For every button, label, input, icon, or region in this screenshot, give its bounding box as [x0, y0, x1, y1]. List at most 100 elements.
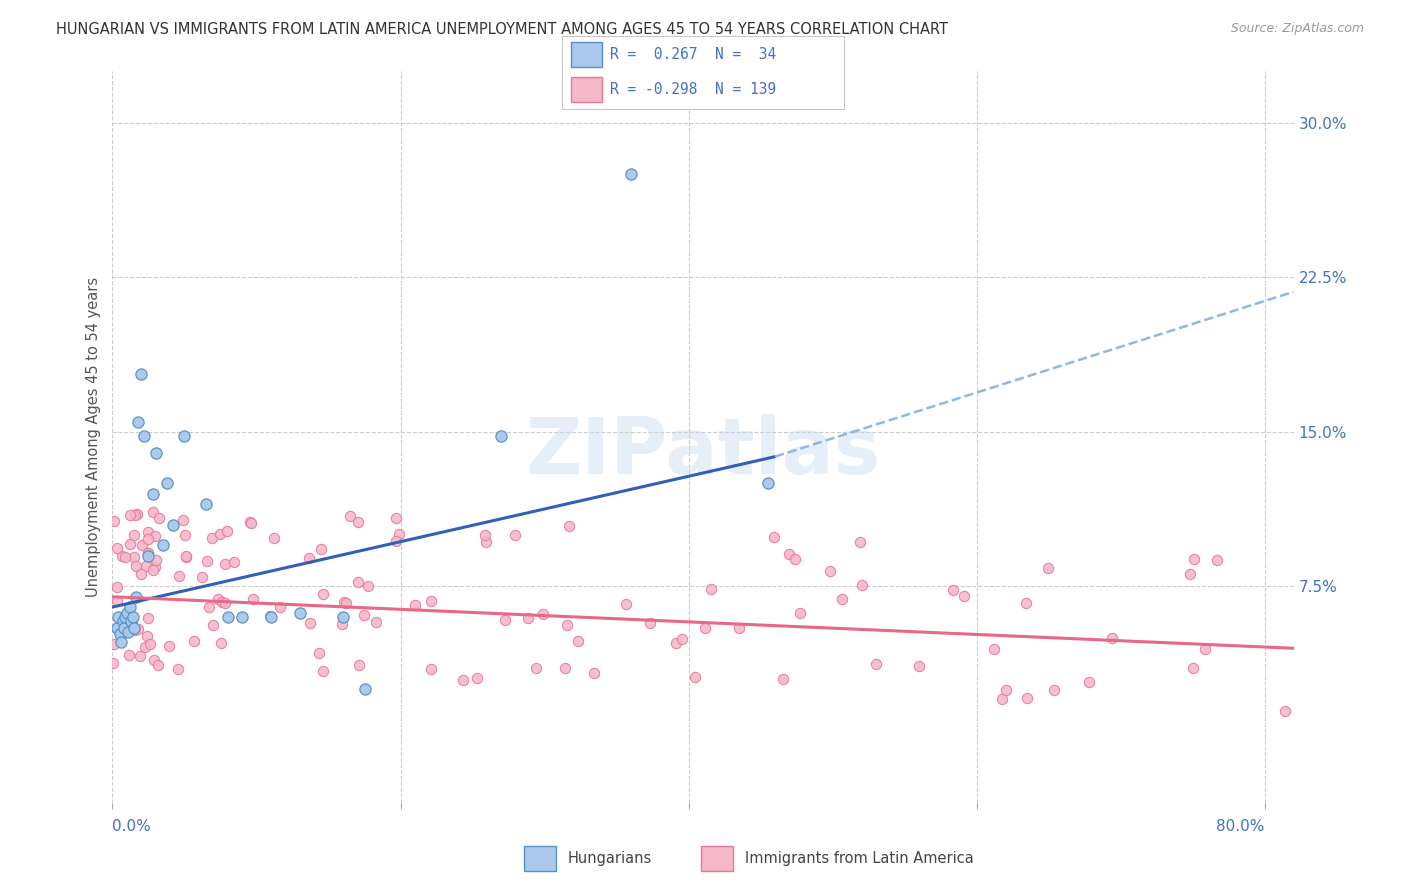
Point: [820, 564, 842, 578]
Point: [167, 568, 190, 582]
Point: [558, 518, 581, 533]
Point: [208, 527, 231, 541]
Point: [146, 657, 169, 672]
Point: [242, 591, 264, 606]
Point: [157, 640, 180, 654]
Point: [152, 538, 174, 552]
Point: [952, 590, 974, 604]
Point: [451, 673, 474, 688]
Point: [142, 487, 165, 501]
Point: [190, 569, 212, 583]
Point: [145, 552, 167, 566]
Point: [136, 611, 159, 625]
Point: [638, 615, 661, 630]
Point: [983, 641, 1005, 656]
Point: [136, 629, 159, 643]
Point: [555, 618, 578, 632]
Point: [201, 617, 224, 632]
Point: [404, 598, 426, 612]
Point: [111, 615, 134, 629]
Point: [107, 610, 129, 624]
Point: [214, 597, 236, 611]
Bar: [571, 78, 602, 103]
Point: [224, 555, 246, 569]
Y-axis label: Unemployment Among Ages 45 to 54 years: Unemployment Among Ages 45 to 54 years: [86, 277, 101, 597]
Point: [991, 692, 1014, 706]
Point: [582, 666, 605, 681]
Point: [778, 547, 800, 561]
Text: Source: ZipAtlas.com: Source: ZipAtlas.com: [1230, 22, 1364, 36]
Point: [173, 429, 195, 443]
Point: [494, 613, 516, 627]
Point: [174, 549, 197, 564]
Point: [356, 579, 378, 593]
Point: [388, 527, 411, 541]
Point: [129, 368, 152, 382]
Point: [332, 595, 354, 609]
Point: [700, 582, 723, 596]
Point: [908, 658, 931, 673]
Point: [312, 664, 335, 678]
Point: [385, 511, 408, 525]
Point: [1017, 690, 1039, 705]
Point: [139, 637, 162, 651]
Point: [114, 549, 136, 564]
Point: [142, 563, 165, 577]
Point: [214, 557, 236, 571]
Point: [136, 546, 159, 560]
Point: [174, 549, 197, 563]
Text: 80.0%: 80.0%: [1216, 819, 1265, 834]
Point: [783, 552, 806, 566]
Point: [127, 622, 149, 636]
Point: [173, 528, 195, 542]
Text: R = -0.298  N = 139: R = -0.298 N = 139: [610, 82, 776, 97]
Point: [201, 532, 224, 546]
Point: [138, 549, 160, 563]
Point: [995, 682, 1018, 697]
Point: [1274, 704, 1296, 718]
Point: [207, 592, 229, 607]
Point: [311, 587, 333, 601]
Point: [131, 538, 153, 552]
Point: [198, 600, 221, 615]
Point: [346, 516, 368, 530]
Point: [145, 445, 167, 459]
Point: [117, 624, 139, 639]
Point: [339, 509, 361, 524]
Point: [683, 670, 706, 684]
Point: [103, 637, 125, 651]
Point: [134, 640, 156, 654]
Point: [1194, 641, 1216, 656]
Point: [110, 635, 132, 649]
Point: [118, 600, 141, 615]
Point: [108, 627, 131, 641]
Point: [215, 524, 238, 538]
Point: [211, 595, 233, 609]
Point: [332, 610, 354, 624]
Point: [330, 616, 353, 631]
Point: [135, 558, 157, 573]
Point: [172, 513, 194, 527]
Point: [129, 649, 152, 664]
Text: ZIPatlas: ZIPatlas: [526, 414, 880, 490]
Point: [772, 672, 794, 686]
Point: [491, 429, 513, 443]
Point: [849, 535, 872, 549]
Point: [105, 541, 128, 555]
Point: [124, 590, 146, 604]
Point: [865, 657, 887, 672]
Point: [851, 578, 873, 592]
Bar: [571, 42, 602, 67]
Point: [112, 621, 135, 635]
Point: [166, 662, 188, 676]
Point: [263, 531, 285, 545]
Point: [620, 167, 643, 181]
Point: [1043, 682, 1066, 697]
Point: [384, 534, 406, 549]
Text: Immigrants from Latin America: Immigrants from Latin America: [745, 851, 973, 865]
Point: [134, 429, 156, 443]
Point: [120, 615, 142, 629]
Point: [122, 528, 145, 542]
Point: [118, 648, 141, 663]
Point: [124, 623, 146, 637]
